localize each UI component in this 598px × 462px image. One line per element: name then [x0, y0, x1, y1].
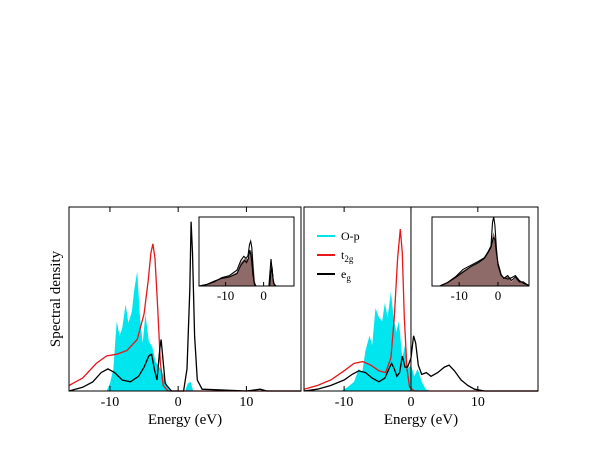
right-x-ticks: -10 0 10: [335, 207, 485, 410]
right-inset-line-0: [439, 216, 530, 287]
left-panel: -10 0 10 Energy (eV) -10 0: [68, 206, 302, 428]
right-series-layer: [303, 207, 538, 392]
right-series-o-p: [340, 291, 431, 391]
legend-label-0: O-p: [341, 229, 360, 243]
left-inset: -10 0: [198, 216, 295, 303]
right-tick-label-1: 0: [407, 395, 414, 410]
left-inset-line-0: [198, 239, 294, 287]
left-inset-filled-area: [199, 247, 277, 286]
right-x-axis-label: Energy (eV): [384, 412, 458, 428]
y-axis-label: Spectral density: [48, 250, 64, 347]
left-inset-line-1: [198, 250, 294, 287]
legend-label-2: eg: [341, 267, 351, 283]
right-tick-label-2: 10: [471, 395, 485, 410]
right-inset-frame: [431, 216, 530, 287]
right-tick-label-0: -10: [335, 395, 354, 410]
legend: O-p t2g eg: [317, 229, 360, 283]
left-inset-frame: [198, 216, 295, 287]
right-series-t2g: [303, 229, 538, 392]
right-inset: -10 0: [431, 216, 530, 303]
left-inset-tick-label-0: -10: [217, 288, 234, 303]
left-series-o-p: [106, 271, 194, 391]
left-plot-frame: [68, 206, 302, 392]
right-inset-tick-label-1: 0: [495, 288, 502, 303]
left-tick-label-2: 10: [239, 395, 253, 410]
left-tick-label-0: -10: [101, 395, 120, 410]
right-inset-line-1: [439, 236, 530, 287]
left-series-layer: [68, 221, 301, 392]
right-panel: -10 0 10 Energy (eV) O-p t2g eg -10 0: [303, 206, 539, 428]
left-inset-tick-label-1: 0: [260, 288, 267, 303]
legend-label-1: t2g: [341, 248, 354, 264]
right-plot-frame: [303, 206, 539, 392]
right-series-eg: [303, 335, 538, 392]
left-x-ticks: -10 0 10: [101, 207, 253, 410]
left-series-eg: [68, 221, 301, 392]
left-series-t2g: [68, 243, 301, 392]
right-inset-tick-label-0: -10: [450, 288, 467, 303]
left-tick-label-1: 0: [175, 395, 182, 410]
left-x-axis-label: Energy (eV): [148, 412, 222, 428]
